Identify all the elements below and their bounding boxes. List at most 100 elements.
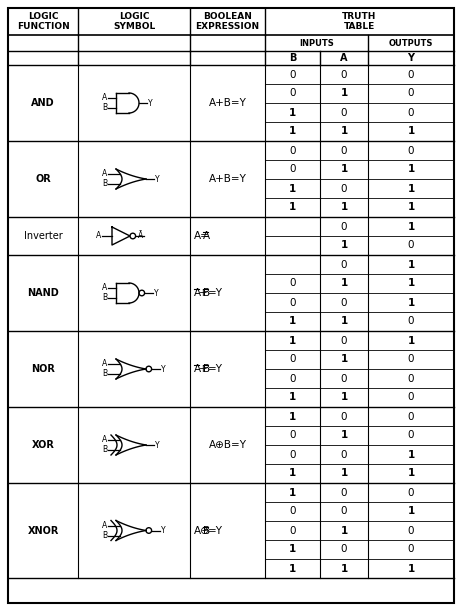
Text: 0: 0 <box>289 70 296 79</box>
Text: Y: Y <box>161 365 165 373</box>
Text: 1: 1 <box>407 279 414 288</box>
Text: 1: 1 <box>407 260 414 269</box>
Text: A: A <box>194 288 201 298</box>
Text: Y: Y <box>148 98 152 108</box>
Text: 0: 0 <box>341 507 347 516</box>
Text: 1: 1 <box>407 222 414 232</box>
Text: 1: 1 <box>340 164 347 175</box>
Text: B: B <box>289 53 296 63</box>
Text: Ā: Ā <box>138 232 143 241</box>
Text: =Y: =Y <box>208 288 223 298</box>
Text: 0: 0 <box>408 431 414 441</box>
Text: 1: 1 <box>340 202 347 213</box>
Text: 1: 1 <box>407 126 414 136</box>
Text: 1: 1 <box>340 392 347 403</box>
Text: A⊕: A⊕ <box>194 525 210 535</box>
Text: A=: A= <box>194 231 210 241</box>
Text: 1: 1 <box>407 335 414 345</box>
Text: 1: 1 <box>407 450 414 459</box>
Text: Y: Y <box>155 441 160 450</box>
Text: A: A <box>340 53 348 63</box>
Text: 0: 0 <box>289 373 296 384</box>
Text: 0: 0 <box>341 298 347 307</box>
Text: 1: 1 <box>289 108 296 117</box>
Text: 1: 1 <box>289 392 296 403</box>
Text: A: A <box>102 284 107 293</box>
Text: 0: 0 <box>289 354 296 365</box>
Text: OR: OR <box>35 174 51 184</box>
Text: 1: 1 <box>340 354 347 365</box>
Text: Y: Y <box>407 53 414 63</box>
Text: A: A <box>102 93 107 103</box>
Text: A: A <box>102 521 107 530</box>
Text: A: A <box>102 436 107 444</box>
Text: B: B <box>102 293 107 302</box>
Text: NAND: NAND <box>27 288 59 298</box>
Text: 1: 1 <box>407 202 414 213</box>
Text: 1: 1 <box>407 507 414 516</box>
Text: 0: 0 <box>289 298 296 307</box>
Text: B: B <box>102 180 107 189</box>
Text: 0: 0 <box>341 450 347 459</box>
Text: AND: AND <box>31 98 55 108</box>
Text: A: A <box>102 169 107 178</box>
Text: 0: 0 <box>289 450 296 459</box>
Text: 0: 0 <box>408 392 414 403</box>
Text: 1: 1 <box>340 469 347 478</box>
Text: Y: Y <box>155 175 160 183</box>
Text: 0: 0 <box>408 70 414 79</box>
Text: +: + <box>199 364 207 374</box>
Text: 1: 1 <box>289 202 296 213</box>
Text: A: A <box>194 364 201 374</box>
Text: XOR: XOR <box>31 440 55 450</box>
Text: 0: 0 <box>408 89 414 98</box>
Text: Y: Y <box>153 288 158 298</box>
Text: 1: 1 <box>340 316 347 326</box>
Text: LOGIC
FUNCTION: LOGIC FUNCTION <box>17 12 69 31</box>
Text: 0: 0 <box>289 507 296 516</box>
Text: 1: 1 <box>289 126 296 136</box>
Text: 1: 1 <box>407 164 414 175</box>
Text: 1: 1 <box>289 488 296 497</box>
Text: 0: 0 <box>408 544 414 555</box>
Text: A: A <box>102 359 107 368</box>
Text: 1: 1 <box>407 183 414 194</box>
Text: 0: 0 <box>341 335 347 345</box>
Text: OUTPUTS: OUTPUTS <box>389 38 433 48</box>
Text: 0: 0 <box>341 488 347 497</box>
Text: 0: 0 <box>341 108 347 117</box>
Text: 0: 0 <box>341 145 347 156</box>
Text: 1: 1 <box>289 563 296 574</box>
Text: A⊕B=Y: A⊕B=Y <box>208 440 247 450</box>
Text: 1: 1 <box>340 431 347 441</box>
Text: B: B <box>203 288 210 298</box>
Text: 0: 0 <box>408 145 414 156</box>
Text: 0: 0 <box>341 411 347 422</box>
Text: A+B=Y: A+B=Y <box>208 98 246 108</box>
Text: 0: 0 <box>341 183 347 194</box>
Text: +: + <box>199 288 207 298</box>
Text: LOGIC
SYMBOL: LOGIC SYMBOL <box>113 12 155 31</box>
Text: A+B=Y: A+B=Y <box>208 174 246 184</box>
Text: XNOR: XNOR <box>27 525 59 535</box>
Text: Inverter: Inverter <box>24 231 62 241</box>
Text: 1: 1 <box>289 316 296 326</box>
Text: 0: 0 <box>408 108 414 117</box>
Text: 1: 1 <box>340 525 347 535</box>
Text: INPUTS: INPUTS <box>299 38 334 48</box>
Text: B: B <box>102 445 107 455</box>
Text: NOR: NOR <box>31 364 55 374</box>
Text: 0: 0 <box>289 145 296 156</box>
Text: 0: 0 <box>341 70 347 79</box>
Text: 1: 1 <box>340 126 347 136</box>
Text: 0: 0 <box>408 354 414 365</box>
Text: 0: 0 <box>289 279 296 288</box>
Text: 1: 1 <box>289 183 296 194</box>
Text: 0: 0 <box>408 488 414 497</box>
Text: 1: 1 <box>340 279 347 288</box>
Text: 1: 1 <box>289 411 296 422</box>
Text: B: B <box>102 370 107 378</box>
Text: B: B <box>102 103 107 112</box>
Text: 0: 0 <box>289 431 296 441</box>
Text: TRUTH
TABLE: TRUTH TABLE <box>342 12 377 31</box>
